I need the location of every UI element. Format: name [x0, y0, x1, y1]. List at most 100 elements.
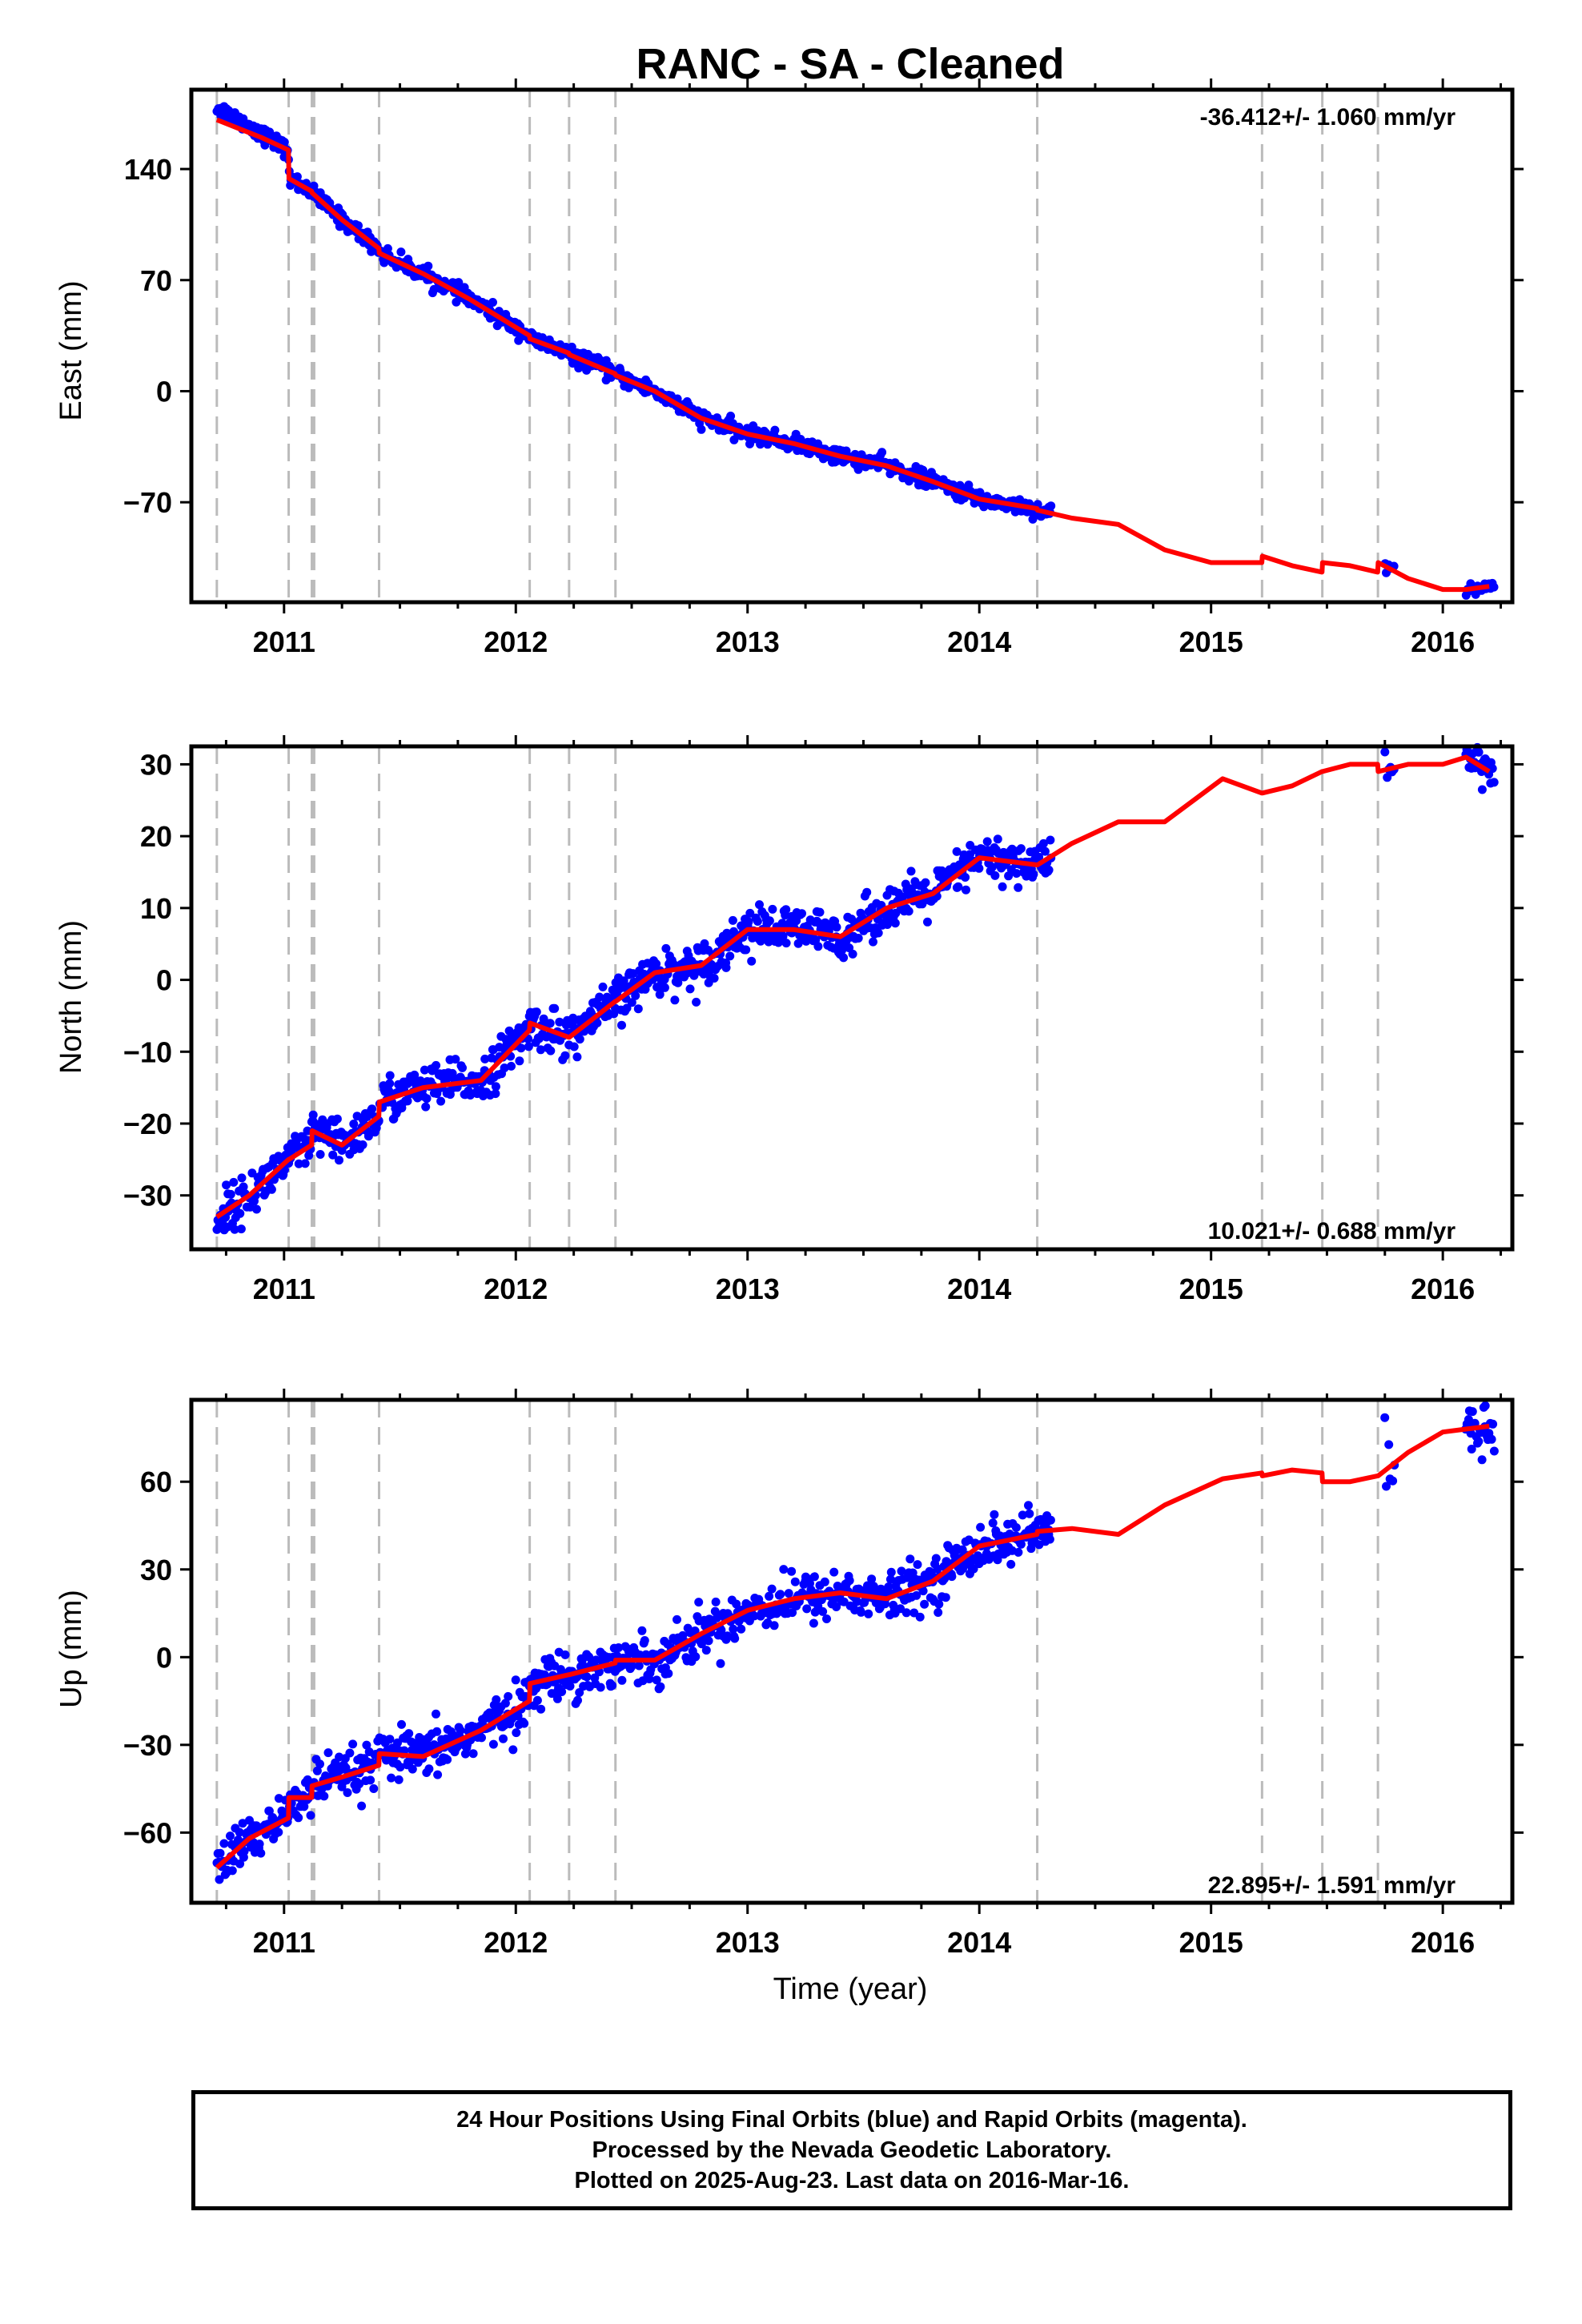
up-data-point: [1024, 1501, 1033, 1510]
up-data-point: [716, 1659, 725, 1668]
up-data-point: [711, 1597, 721, 1606]
north-data-point: [974, 863, 984, 873]
footer-line-2: Processed by the Nevada Geodetic Laborat…: [592, 2137, 1112, 2163]
north-data-point: [569, 1042, 579, 1051]
up-data-point: [513, 1711, 523, 1721]
up-frame: [189, 1397, 1515, 1905]
up-data-point: [729, 1624, 738, 1634]
up-x-tick-label: 2013: [716, 1926, 780, 1959]
north-data-point: [363, 1132, 373, 1141]
north-data-point: [813, 942, 823, 951]
east-data-point: [396, 247, 406, 257]
up-data-point: [776, 1590, 785, 1599]
east-x-tick-label: 2014: [947, 625, 1011, 658]
up-data-point: [918, 1586, 928, 1596]
up-data-point: [1382, 1482, 1391, 1491]
north-data-point: [692, 997, 701, 1007]
north-x-tick-label: 2014: [947, 1273, 1011, 1305]
north-data-point: [709, 974, 719, 983]
up-data-point: [239, 1847, 249, 1856]
footer-box: 24 Hour Positions Using Final Orbits (bl…: [191, 2090, 1512, 2210]
north-data-point: [239, 1182, 248, 1192]
up-data-point: [637, 1626, 647, 1635]
north-data-point: [627, 998, 636, 1007]
up-data-point: [219, 1839, 229, 1848]
up-data-point: [867, 1574, 877, 1584]
up-data-point: [540, 1670, 549, 1679]
north-data-point: [689, 971, 699, 980]
up-data-point: [492, 1695, 501, 1704]
north-data-point: [592, 1018, 602, 1027]
north-data-point: [725, 951, 735, 961]
north-data-point: [673, 978, 683, 987]
east-data-point: [383, 243, 392, 253]
north-data-point: [722, 928, 732, 938]
north-data-point: [1038, 838, 1048, 848]
up-data-point: [617, 1675, 627, 1685]
time-xlabel: Time (year): [773, 1972, 928, 2006]
north-data-point: [516, 1043, 526, 1053]
up-data-point: [255, 1839, 264, 1849]
east-x-tick-label: 2013: [716, 625, 780, 658]
up-data-point: [508, 1745, 518, 1755]
north-data-point: [315, 1150, 325, 1159]
up-y-tick-label: 0: [156, 1641, 172, 1674]
up-data-point: [737, 1624, 746, 1634]
up-data-point: [897, 1566, 906, 1576]
east-data-point: [726, 412, 736, 420]
north-data-point: [921, 878, 930, 887]
up-data-point: [701, 1646, 711, 1655]
north-data-point: [1012, 869, 1022, 879]
north-frame: [189, 744, 1515, 1252]
up-data-point: [941, 1593, 950, 1602]
north-data-point: [235, 1208, 245, 1218]
north-data-point: [226, 1189, 235, 1199]
up-x-tick-label: 2015: [1179, 1926, 1243, 1959]
up-data-point: [274, 1827, 283, 1837]
up-data-point: [397, 1719, 406, 1729]
north-data-point: [267, 1184, 276, 1194]
up-data-point: [238, 1819, 247, 1828]
north-data-point: [500, 1063, 509, 1072]
up-x-tick-label: 2014: [947, 1926, 1011, 1959]
east-x-tick-label: 2016: [1411, 625, 1475, 658]
up-data-point: [477, 1733, 486, 1743]
north-data-point: [575, 1035, 584, 1044]
north-data-point: [745, 908, 755, 918]
north-data-point: [1014, 883, 1023, 892]
north-data-point: [1040, 846, 1050, 856]
up-data-point: [312, 1766, 322, 1775]
east-y-tick-label: 0: [156, 375, 172, 408]
north-data-point: [744, 917, 753, 927]
up-data-point: [488, 1739, 498, 1749]
up-ylabel: Up (mm): [54, 1590, 88, 1708]
north-data-point: [550, 1003, 560, 1013]
up-data-point: [264, 1806, 274, 1815]
north-observed-points: [212, 742, 1499, 1235]
footer-line-3: Plotted on 2025-Aug-23. Last data on 201…: [574, 2168, 1130, 2193]
up-data-point: [1474, 1437, 1484, 1446]
north-data-point: [1489, 778, 1499, 787]
east-rate-label: -36.412+/- 1.060 mm/yr: [1200, 104, 1456, 131]
east-data-point: [877, 448, 887, 457]
up-data-point: [691, 1652, 701, 1662]
up-data-point: [409, 1739, 419, 1748]
up-data-point: [456, 1726, 465, 1735]
east-data-point: [770, 425, 780, 435]
east-x-tick-label: 2015: [1179, 625, 1243, 658]
up-data-point: [315, 1759, 324, 1769]
north-data-point: [294, 1159, 303, 1168]
up-data-point: [767, 1584, 777, 1594]
up-y-tick-label: 60: [140, 1466, 172, 1498]
north-data-point: [532, 1007, 541, 1017]
up-data-point: [656, 1682, 665, 1691]
up-panel: Up (mm) 22.895+/- 1.591 mm/yr Time (year…: [54, 1389, 1524, 2006]
up-data-point: [942, 1557, 951, 1566]
up-data-point: [424, 1764, 434, 1774]
up-rate-label: 22.895+/- 1.591 mm/yr: [1208, 1872, 1456, 1899]
up-data-point: [990, 1510, 999, 1519]
north-data-point: [923, 917, 932, 927]
north-y-tick-label: −20: [123, 1108, 172, 1140]
up-data-point: [385, 1735, 395, 1744]
up-data-point: [1487, 1434, 1496, 1444]
